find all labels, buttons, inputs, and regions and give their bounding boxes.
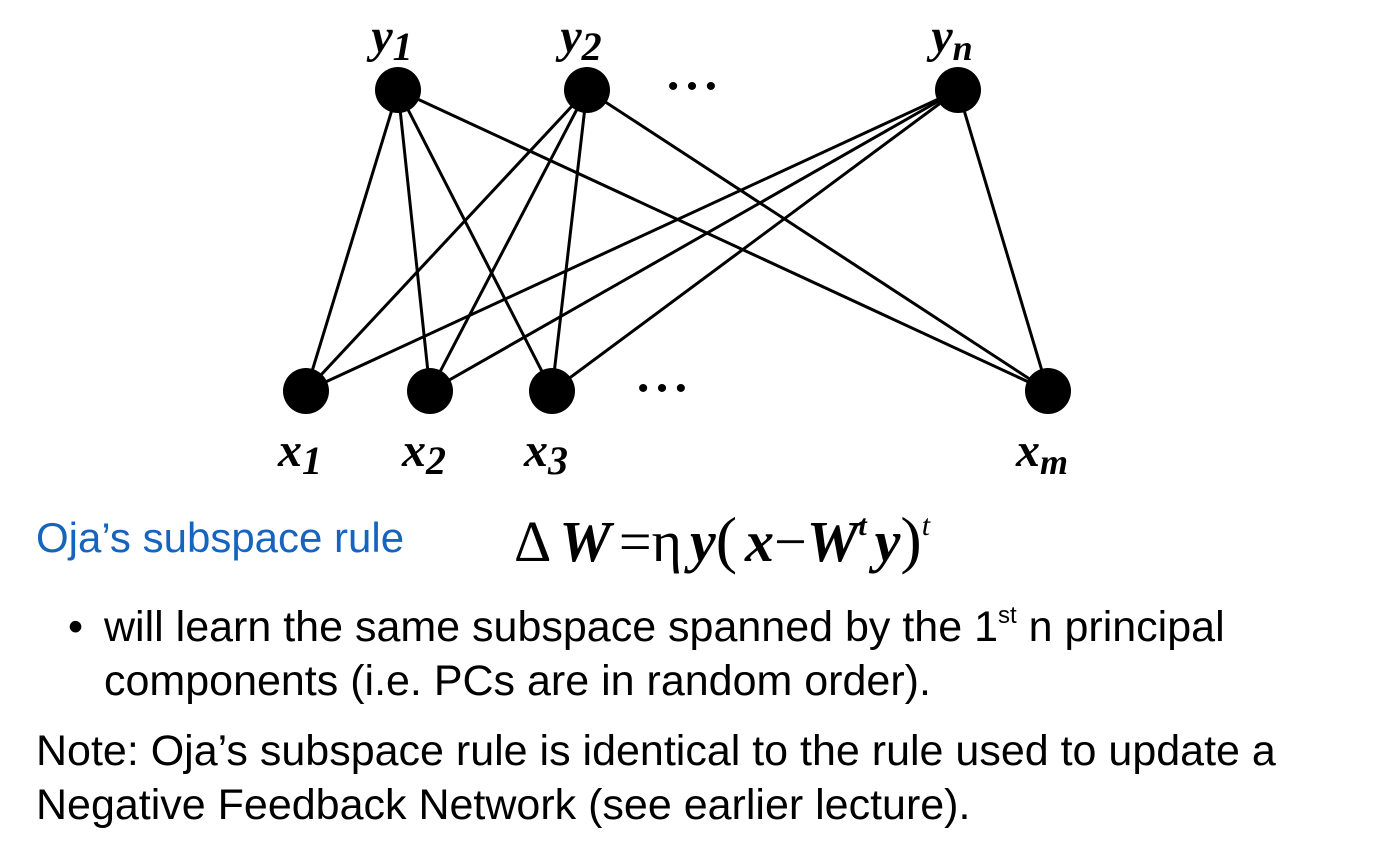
edge-yn-xm [958, 90, 1048, 391]
bullet-text-before: will learn the same subspace spanned by … [104, 603, 998, 651]
formula-transpose-2: t [922, 509, 930, 542]
connection-edges [306, 90, 1048, 391]
note-text: Note: Oja’s subspace rule is identical t… [36, 724, 1356, 832]
input-ellipsis: • • • [638, 372, 686, 405]
node-yn [935, 67, 981, 113]
formula-equals: = [619, 509, 652, 574]
formula-x: x [745, 509, 774, 574]
label-y1: y1 [366, 10, 412, 69]
rule-row: Oja’s subspace rule Δ W =η y(x−Wt y)t [36, 500, 1336, 580]
label-xm: xm [1015, 424, 1068, 482]
formula-w: W [559, 509, 611, 574]
node-y2 [564, 67, 610, 113]
formula-eta: η [652, 509, 682, 574]
label-x2: x2 [401, 424, 446, 483]
edge-y1-xm [398, 90, 1048, 391]
neural-network-diagram: y1 y2 yn x1 x2 x3 xm • • • • • • [0, 0, 1376, 500]
node-x2 [407, 368, 453, 414]
edge-y2-x1 [306, 90, 587, 391]
label-x3: x3 [523, 424, 568, 483]
edge-y2-xm [587, 90, 1048, 391]
bullet-dot: • [68, 600, 83, 654]
oja-formula: Δ W =η y(x−Wt y)t [514, 500, 930, 582]
bullet-superscript: st [998, 602, 1017, 629]
edge-yn-x3 [552, 90, 958, 391]
rule-name: Oja’s subspace rule [36, 514, 404, 562]
node-x1 [283, 368, 329, 414]
formula-close-paren: ) [900, 504, 921, 575]
edge-y1-x1 [306, 90, 398, 391]
formula-y: y [690, 509, 716, 574]
label-yn: yn [926, 10, 972, 68]
bullet-text: will learn the same subspace spanned by … [104, 600, 1304, 708]
edge-y1-x3 [398, 90, 552, 391]
label-y2: y2 [555, 10, 601, 69]
formula-transpose-1: t [858, 509, 866, 542]
formula-minus: − [774, 509, 807, 574]
edge-y2-x3 [552, 90, 587, 391]
formula-y-2: y [875, 509, 901, 574]
formula-w-transpose: W [807, 509, 859, 574]
node-xm [1025, 368, 1071, 414]
formula-open-paren: ( [716, 504, 737, 575]
node-x3 [529, 368, 575, 414]
node-y1 [375, 67, 421, 113]
output-ellipsis: • • • [668, 70, 716, 103]
formula-delta: Δ [514, 509, 551, 574]
label-x1: x1 [277, 424, 322, 483]
